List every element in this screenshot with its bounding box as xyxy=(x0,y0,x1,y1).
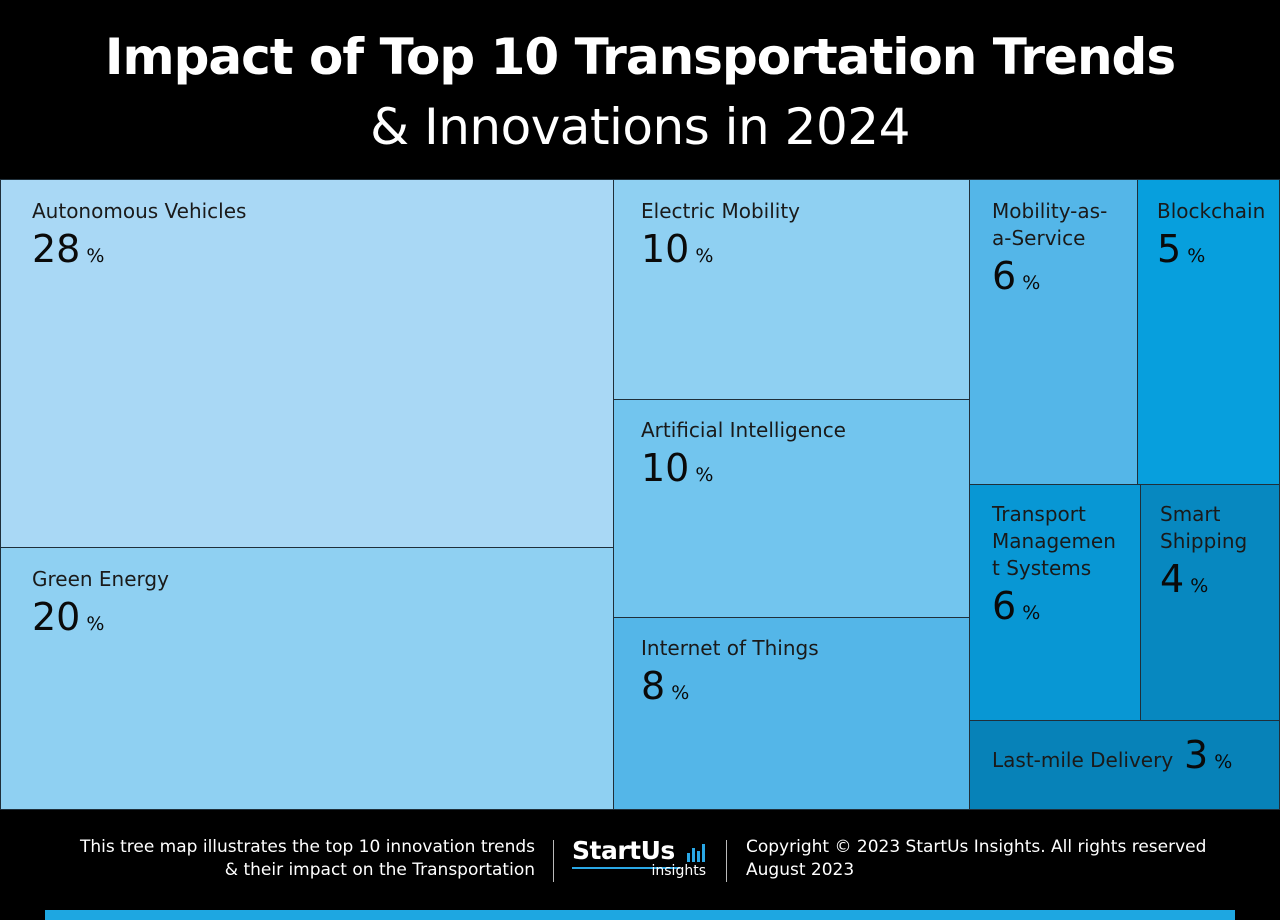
treemap-label-line: Mobility-as- xyxy=(992,199,1108,223)
treemap-label: Mobility-as-a-Service xyxy=(992,198,1107,252)
treemap-label: Autonomous Vehicles xyxy=(32,199,247,223)
footer-description: This tree map illustrates the top 10 inn… xyxy=(80,836,535,882)
treemap-label: Artificial Intelligence xyxy=(641,418,846,442)
treemap-value-unit: % xyxy=(695,464,714,486)
treemap-value-unit: % xyxy=(1022,272,1041,294)
footer-divider-left xyxy=(553,840,554,882)
treemap-value: 5% xyxy=(1157,227,1205,271)
treemap-value-unit: % xyxy=(1214,751,1233,773)
treemap-value: 3% xyxy=(1184,733,1232,777)
treemap-value-number: 6 xyxy=(992,254,1017,298)
treemap-label: Last-mile Delivery xyxy=(992,748,1174,772)
footer-description-line1: This tree map illustrates the top 10 inn… xyxy=(79,837,535,857)
treemap-value: 6% xyxy=(992,254,1040,298)
logo-bars-icon xyxy=(687,842,709,862)
treemap-value: 6% xyxy=(992,584,1040,628)
treemap-cell-mobility-as-a-service: Mobility-as-a-Service 6% xyxy=(969,179,1138,485)
date-text: August 2023 xyxy=(746,860,855,880)
footer-copyright: Copyright © 2023 StartUs Insights. All r… xyxy=(746,836,1206,882)
treemap-label-line: a-Service xyxy=(992,226,1086,250)
treemap-cell-smart-shipping: Smart Shipping 4% xyxy=(1140,484,1280,721)
treemap-cell-transport-management-systems: Transport Managemen t Systems 6% xyxy=(969,484,1141,721)
treemap-value-unit: % xyxy=(671,682,690,704)
treemap-value-unit: % xyxy=(1187,245,1206,267)
treemap-value-unit: % xyxy=(695,245,714,267)
startus-logo: StartUs insights xyxy=(572,836,712,886)
treemap-cell-autonomous-vehicles: Autonomous Vehicles 28% xyxy=(0,179,614,548)
logo-wordmark: StartUs xyxy=(572,836,675,865)
page-subtitle: & Innovations in 2024 xyxy=(370,98,910,156)
footer: This tree map illustrates the top 10 inn… xyxy=(0,810,1280,920)
treemap-value: 4% xyxy=(1160,557,1208,601)
copyright-text: Copyright © 2023 StartUs Insights. All r… xyxy=(746,837,1207,857)
treemap-label-line: t Systems xyxy=(992,556,1092,580)
logo-subtext: insights xyxy=(651,863,707,879)
logo-underline xyxy=(572,867,680,869)
treemap-cell-last-mile-delivery: Last-mile Delivery 3% xyxy=(969,720,1280,810)
treemap-chart: Autonomous Vehicles 28% Green Energy 20% Ele… xyxy=(0,179,1280,810)
footer-divider-right xyxy=(726,840,727,882)
treemap-value-unit: % xyxy=(1190,575,1209,597)
treemap-value-number: 3 xyxy=(1184,733,1209,777)
treemap-label-line: Smart xyxy=(1160,502,1221,526)
treemap-cell-blockchain: Blockchain 5% xyxy=(1137,179,1280,485)
treemap-value: 28% xyxy=(32,227,104,271)
treemap-value-number: 28 xyxy=(32,227,81,271)
treemap-value-number: 5 xyxy=(1157,227,1182,271)
treemap-value-unit: % xyxy=(86,613,105,635)
treemap-value: 20% xyxy=(32,595,104,639)
treemap-label: Internet of Things xyxy=(641,636,819,660)
treemap-cell-internet-of-things: Internet of Things 8% xyxy=(613,617,970,810)
treemap-value-number: 20 xyxy=(32,595,81,639)
treemap-label-line: Transport xyxy=(992,502,1086,526)
treemap-value-number: 10 xyxy=(641,227,690,271)
footer-description-line2: & their impact on the Transportation xyxy=(224,860,535,880)
treemap-label: Smart Shipping xyxy=(1160,501,1247,555)
treemap-cell-green-energy: Green Energy 20% xyxy=(0,547,614,810)
treemap-value: 8% xyxy=(641,664,689,708)
page-title: Impact of Top 10 Transportation Trends xyxy=(104,28,1176,86)
treemap-cell-electric-mobility: Electric Mobility 10% xyxy=(613,179,970,400)
treemap-cell-artificial-intelligence: Artificial Intelligence 10% xyxy=(613,399,970,618)
treemap-value-number: 10 xyxy=(641,446,690,490)
treemap-label-line: Shipping xyxy=(1160,529,1248,553)
treemap-value-number: 6 xyxy=(992,584,1017,628)
treemap-label-line: Managemen xyxy=(992,529,1116,553)
treemap-value-unit: % xyxy=(1022,602,1041,624)
treemap-value: 10% xyxy=(641,227,713,271)
treemap-label: Green Energy xyxy=(32,567,169,591)
treemap-label: Electric Mobility xyxy=(641,199,801,223)
treemap-value-number: 8 xyxy=(641,664,666,708)
treemap-value-number: 4 xyxy=(1160,557,1185,601)
accent-bar xyxy=(45,910,1235,920)
treemap-value-unit: % xyxy=(86,245,105,267)
treemap-value: 10% xyxy=(641,446,713,490)
treemap-label: Transport Managemen t Systems xyxy=(992,501,1116,582)
treemap-label: Blockchain xyxy=(1157,199,1266,223)
header: Impact of Top 10 Transportation Trends &… xyxy=(0,0,1280,180)
